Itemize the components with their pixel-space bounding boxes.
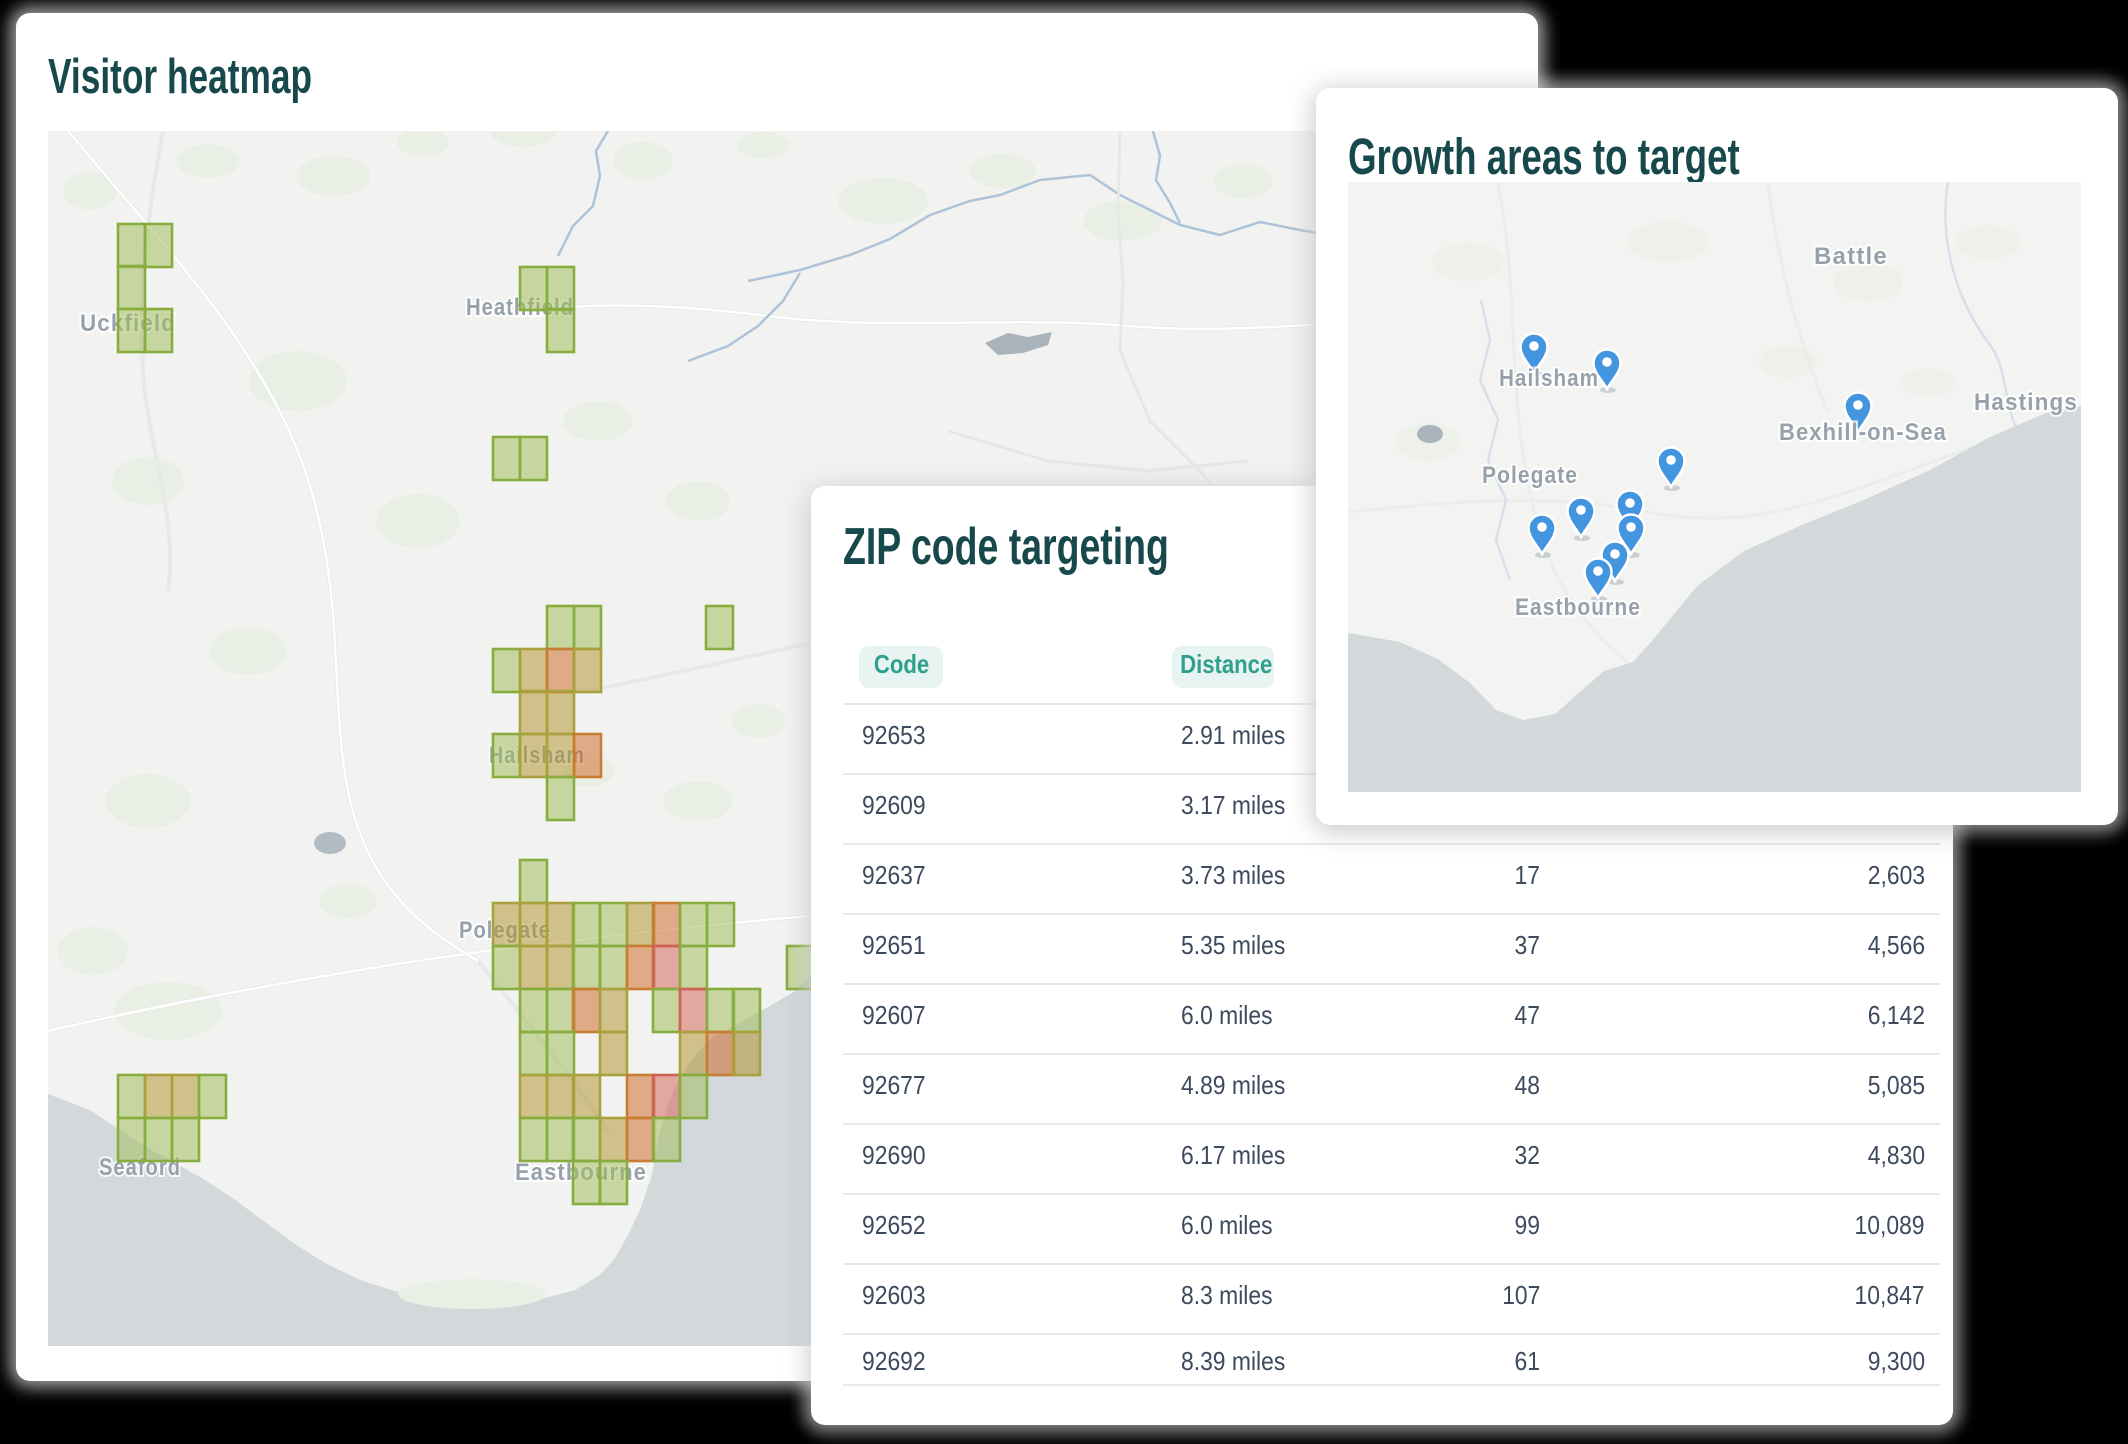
svg-text:Hastings: Hastings [1974, 389, 2078, 416]
svg-text:Polegate: Polegate [1482, 462, 1578, 489]
svg-text:Battle: Battle [1814, 243, 1888, 270]
svg-text:Eastbourne: Eastbourne [1515, 594, 1641, 621]
svg-text:Bexhill-on-Sea: Bexhill-on-Sea [1779, 419, 1947, 446]
svg-text:Hailsham: Hailsham [1499, 365, 1599, 392]
